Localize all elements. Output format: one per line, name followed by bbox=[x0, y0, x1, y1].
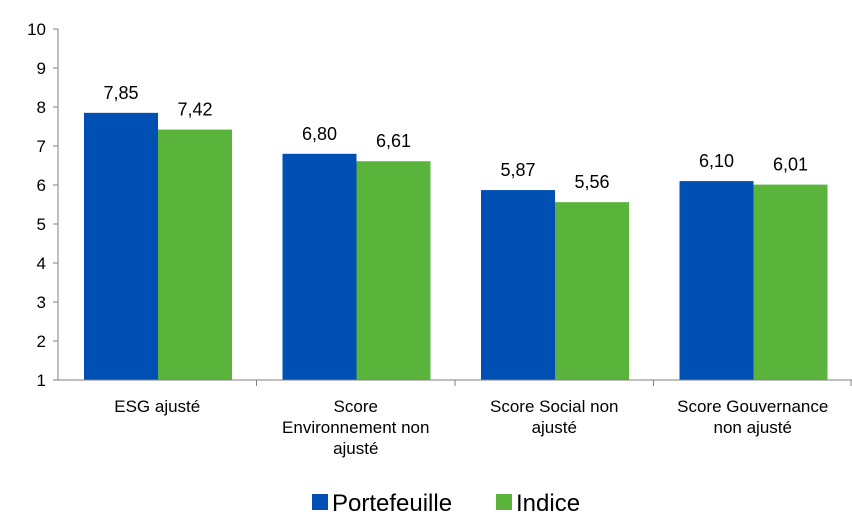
y-tick-label: 7 bbox=[37, 137, 46, 156]
y-tick-label: 2 bbox=[37, 332, 46, 351]
y-tick-label: 9 bbox=[37, 59, 46, 78]
x-tick-label: Score Social non ajusté bbox=[490, 397, 619, 437]
data-label-indice: 5,56 bbox=[574, 172, 609, 192]
x-tick-label: Score Gouvernance non ajusté bbox=[677, 397, 828, 437]
bar-indice bbox=[356, 161, 431, 380]
y-tick-label: 4 bbox=[37, 254, 46, 273]
y-tick-label: 10 bbox=[27, 20, 46, 39]
legend: Portefeuille Indice bbox=[312, 490, 580, 512]
bar-portefeuille bbox=[84, 112, 158, 380]
bars bbox=[84, 112, 828, 380]
data-label-portefeuille: 6,80 bbox=[302, 124, 337, 144]
value-labels: 7,85 7,42 6,80 6,61 5,87 5,56 6,10 6,01 bbox=[103, 83, 808, 192]
legend-label-indice: Indice bbox=[516, 490, 580, 512]
legend-swatch-indice bbox=[496, 494, 512, 510]
data-label-indice: 7,42 bbox=[177, 100, 212, 120]
y-tick-label: 5 bbox=[37, 215, 46, 234]
legend-label-portefeuille: Portefeuille bbox=[332, 490, 452, 512]
bar-portefeuille bbox=[481, 190, 555, 380]
y-tick-label: 1 bbox=[37, 371, 46, 390]
bar-indice bbox=[158, 129, 232, 380]
y-tick-label: 3 bbox=[37, 293, 46, 312]
data-label-indice: 6,61 bbox=[376, 131, 411, 151]
x-axis: ESG ajusté Score Environnement non ajusté Sc… bbox=[58, 379, 852, 458]
bar-portefeuille bbox=[679, 181, 754, 380]
y-tick-label: 6 bbox=[37, 176, 46, 195]
bar-portefeuille bbox=[282, 153, 357, 380]
x-tick-label: Score Environnement non ajusté bbox=[282, 397, 429, 458]
data-label-portefeuille: 5,87 bbox=[500, 160, 535, 180]
x-tick-label: ESG ajusté bbox=[114, 397, 200, 416]
y-tick-label: 8 bbox=[37, 98, 46, 117]
legend-swatch-portefeuille bbox=[312, 494, 328, 510]
data-label-indice: 6,01 bbox=[773, 155, 808, 175]
bar-indice bbox=[555, 202, 629, 380]
data-label-portefeuille: 7,85 bbox=[103, 83, 138, 103]
bar-indice bbox=[753, 184, 828, 380]
data-label-portefeuille: 6,10 bbox=[699, 151, 734, 171]
y-axis: 1 2 3 4 5 6 7 8 9 10 bbox=[27, 20, 59, 390]
